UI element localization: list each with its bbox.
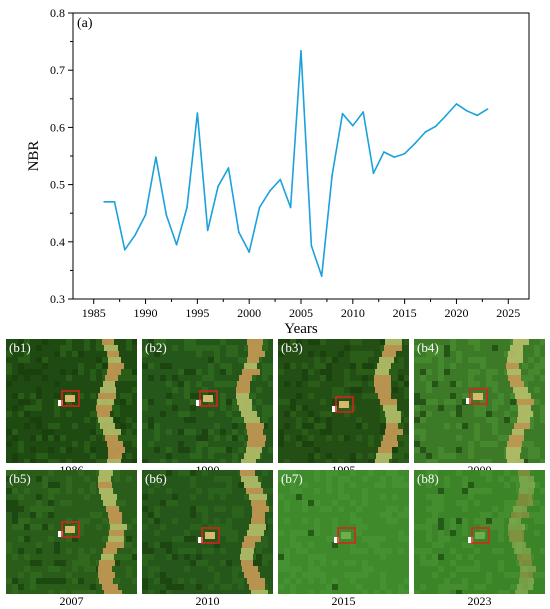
highlight-box — [337, 527, 356, 544]
data-point — [186, 206, 188, 209]
satellite-patch — [6, 470, 137, 594]
thumbnail-image: (b2) — [142, 339, 273, 463]
data-point — [434, 125, 437, 128]
y-tick-label: 0.7 — [50, 63, 65, 77]
data-point — [300, 49, 302, 52]
thumbnail-image: (b7) — [278, 470, 409, 594]
data-point — [124, 249, 126, 251]
highlight-box — [61, 390, 80, 407]
y-tick-label: 0.8 — [50, 6, 65, 20]
data-point — [144, 214, 147, 216]
data-point — [227, 167, 230, 169]
x-tick-label: 2015 — [393, 306, 417, 320]
x-tick-label: 2005 — [289, 306, 313, 320]
data-point — [486, 108, 489, 110]
satellite-patch — [414, 470, 545, 594]
data-point — [383, 151, 385, 153]
highlight-box — [469, 388, 488, 405]
thumbnail-label: (b1) — [9, 340, 31, 355]
nbr-line-chart: (a) 1985 1990 1995 2000 2005 2010 2015 2020 2025… — [26, 6, 530, 337]
data-point — [165, 214, 168, 216]
data-point — [103, 200, 105, 203]
x-axis: 1985 1990 1995 2000 2005 2010 2015 2020 2025 — [82, 299, 520, 320]
y-tick-label: 0.5 — [50, 178, 65, 192]
highlight-box — [199, 390, 218, 407]
satellite-patch — [142, 470, 273, 594]
data-point — [289, 206, 292, 209]
data-point — [372, 172, 375, 174]
data-point — [414, 142, 416, 145]
data-point — [175, 243, 178, 246]
data-point — [341, 112, 344, 115]
thumbnail-label: (b5) — [9, 471, 31, 486]
thumbnail-image: (b8) — [414, 470, 545, 594]
thumbnail-image: (b1) — [6, 339, 137, 463]
data-point — [403, 152, 406, 155]
y-tick-label: 0.4 — [50, 235, 65, 249]
data-point — [393, 156, 396, 158]
highlight-box — [335, 396, 354, 413]
data-point — [134, 234, 136, 236]
x-tick-label: 2025 — [496, 306, 520, 320]
satellite-patch — [142, 339, 273, 463]
x-tick-label: 1985 — [82, 306, 106, 320]
data-point — [466, 110, 468, 112]
data-point — [476, 114, 478, 117]
thumbnail-label: (b4) — [417, 340, 439, 355]
satellite-patch — [278, 339, 409, 463]
data-point — [445, 114, 447, 117]
thumbnail-image: (b5) — [6, 470, 137, 594]
data-point — [455, 103, 458, 105]
x-tick-label: 2020 — [444, 306, 468, 320]
data-point — [269, 190, 271, 192]
data-point — [248, 251, 250, 253]
highlight-box — [61, 521, 80, 538]
thumbnail-label: (b8) — [417, 471, 439, 486]
data-point — [217, 185, 219, 188]
thumbnail-label: (b6) — [145, 471, 167, 486]
data-point — [352, 124, 354, 127]
y-axis-label: NBR — [26, 141, 42, 172]
thumbnail-image: (b6) — [142, 470, 273, 594]
highlight-box — [201, 527, 220, 544]
x-tick-label: 1995 — [185, 306, 209, 320]
satellite-patch — [6, 339, 137, 463]
y-axis: 0.3 0.4 0.5 0.6 0.7 0.8 — [50, 6, 73, 306]
x-axis-label: Years — [284, 321, 318, 337]
data-point — [310, 245, 313, 247]
thumbnail-year: 2007 — [59, 594, 84, 608]
data-point — [362, 111, 364, 113]
series-line-nbr — [104, 49, 488, 277]
thumbnail-year: 2010 — [195, 594, 220, 608]
thumbnail-image: (b3) — [278, 339, 409, 463]
thumbnail-year: 2015 — [331, 594, 356, 608]
data-point — [155, 156, 157, 158]
highlight-box — [471, 527, 490, 544]
satellite-patch — [278, 470, 409, 594]
satellite-patch — [414, 339, 545, 463]
data-point — [279, 178, 282, 181]
thumbnail-label: (b7) — [281, 471, 303, 486]
data-point — [331, 174, 333, 177]
thumbnail-label: (b2) — [145, 340, 167, 355]
x-tick-label: 2000 — [237, 306, 261, 320]
data-point — [196, 112, 199, 114]
data-point — [258, 206, 261, 209]
thumbnail-image: (b4) — [414, 339, 545, 463]
thumbnail-label: (b3) — [281, 340, 303, 355]
x-tick-label: 1990 — [134, 306, 158, 320]
data-point — [206, 229, 209, 232]
data-point — [424, 131, 427, 133]
data-points — [103, 49, 489, 277]
panel-label: (a) — [77, 16, 93, 31]
y-tick-label: 0.6 — [50, 120, 65, 134]
x-tick-label: 2010 — [341, 306, 365, 320]
thumbnail-year: 2023 — [467, 594, 492, 608]
data-point — [320, 275, 323, 277]
data-point — [238, 231, 240, 233]
data-point — [113, 200, 116, 203]
y-tick-label: 0.3 — [50, 292, 65, 306]
